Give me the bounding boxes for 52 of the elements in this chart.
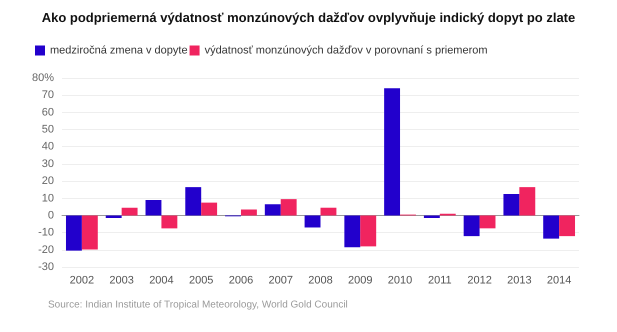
bar	[559, 215, 576, 236]
y-tick-label: 50	[42, 124, 54, 136]
y-tick-label: 60	[42, 106, 54, 118]
bar	[201, 202, 218, 216]
bar	[161, 215, 178, 228]
bar	[424, 215, 440, 218]
bar	[519, 187, 536, 216]
y-tick-label: -30	[38, 261, 54, 273]
legend-label: medziročná zmena v dopyte	[50, 44, 188, 56]
bar	[106, 215, 122, 218]
y-tick-label: 80%	[32, 72, 54, 84]
y-tick-label: 10	[42, 192, 54, 204]
y-tick-label: 0	[48, 209, 54, 222]
bar	[304, 215, 320, 228]
bar	[122, 208, 138, 216]
x-tick-label: 2003	[109, 274, 134, 286]
y-tick-label: -20	[38, 244, 54, 256]
x-tick-label: 2011	[428, 274, 452, 286]
bar	[480, 215, 496, 228]
y-tick-label: 30	[42, 158, 54, 170]
bar	[240, 209, 257, 216]
x-tick-label: 2006	[228, 274, 254, 286]
x-tick-label: 2012	[467, 274, 492, 286]
y-tick-label: -10	[38, 226, 54, 239]
bar	[280, 199, 297, 216]
x-tick-label: 2013	[507, 274, 532, 286]
bar	[360, 215, 376, 246]
x-tick-label: 2002	[70, 274, 94, 286]
x-tick-label: 2009	[348, 274, 373, 286]
bar	[264, 204, 281, 216]
y-tick-label: 20	[42, 175, 54, 188]
bar	[384, 88, 400, 216]
bar	[185, 187, 202, 216]
x-tick-label: 2004	[149, 274, 174, 286]
y-tick-label: 40	[42, 140, 54, 153]
x-tick-label: 2007	[268, 274, 293, 286]
chart-title: Ako podpriemerná výdatnosť monzúnových dažďov ovplyvňuje indický dopyt po zlate	[42, 10, 576, 25]
legend-label: výdatnosť monzúnových dažďov v porovnaní s priemerom	[204, 44, 488, 56]
bar	[464, 215, 480, 236]
x-tick-label: 2014	[546, 274, 572, 286]
y-tick-label: 70	[42, 89, 54, 102]
x-tick-label: 2005	[188, 274, 214, 286]
bar	[66, 215, 82, 251]
x-tick-label: 2008	[308, 274, 333, 286]
bar	[503, 194, 520, 216]
bar	[543, 215, 560, 239]
source-note: Source: Indian Institute of Tropical Meteorology, World Gold Council	[48, 300, 348, 310]
bar	[320, 208, 336, 216]
x-tick-label: 2010	[388, 274, 412, 286]
bar	[344, 215, 360, 248]
bar	[146, 200, 162, 216]
bar	[82, 215, 98, 250]
